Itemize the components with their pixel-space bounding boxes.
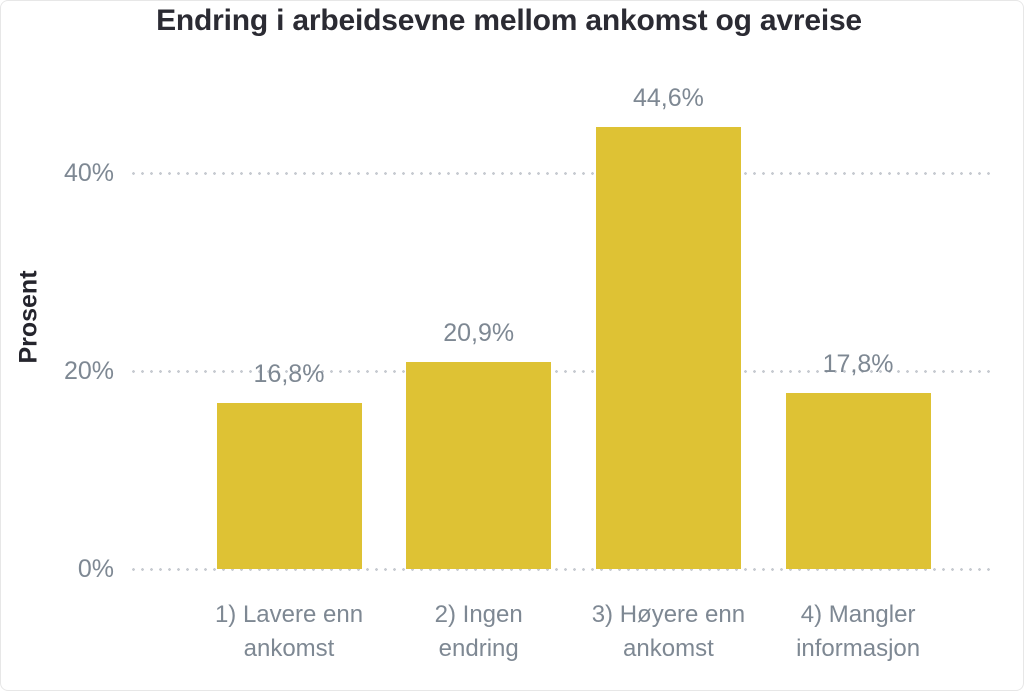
gridline-0% bbox=[129, 568, 991, 571]
chart-title: Endring i arbeidsevne mellom ankomst og … bbox=[156, 4, 862, 37]
x-category-label-3: 3) Høyere enn ankomst bbox=[591, 601, 746, 662]
bar-4[interactable] bbox=[785, 392, 931, 569]
y-tick-label: 40% bbox=[63, 159, 114, 187]
bar-3[interactable] bbox=[595, 127, 741, 569]
x-category-label-1: 1) Lavere enn ankomst bbox=[214, 601, 364, 662]
data-label-3: 44,6% bbox=[632, 84, 704, 113]
x-category-label-4: 4) Mangler informasjon bbox=[796, 601, 921, 662]
y-tick-label: 20% bbox=[63, 357, 114, 385]
x-category-label-2: 2) Ingen endring bbox=[434, 601, 523, 662]
y-tick-label: 0% bbox=[77, 555, 114, 583]
data-label-4: 17,8% bbox=[822, 349, 894, 378]
y-axis-title: Prosent bbox=[14, 270, 43, 364]
gridline-20% bbox=[129, 370, 991, 373]
data-label-2: 20,9% bbox=[443, 319, 515, 348]
gridline-40% bbox=[129, 172, 991, 175]
bar-1[interactable] bbox=[216, 402, 362, 569]
bar-2[interactable] bbox=[406, 362, 552, 569]
data-label-1: 16,8% bbox=[253, 359, 325, 388]
